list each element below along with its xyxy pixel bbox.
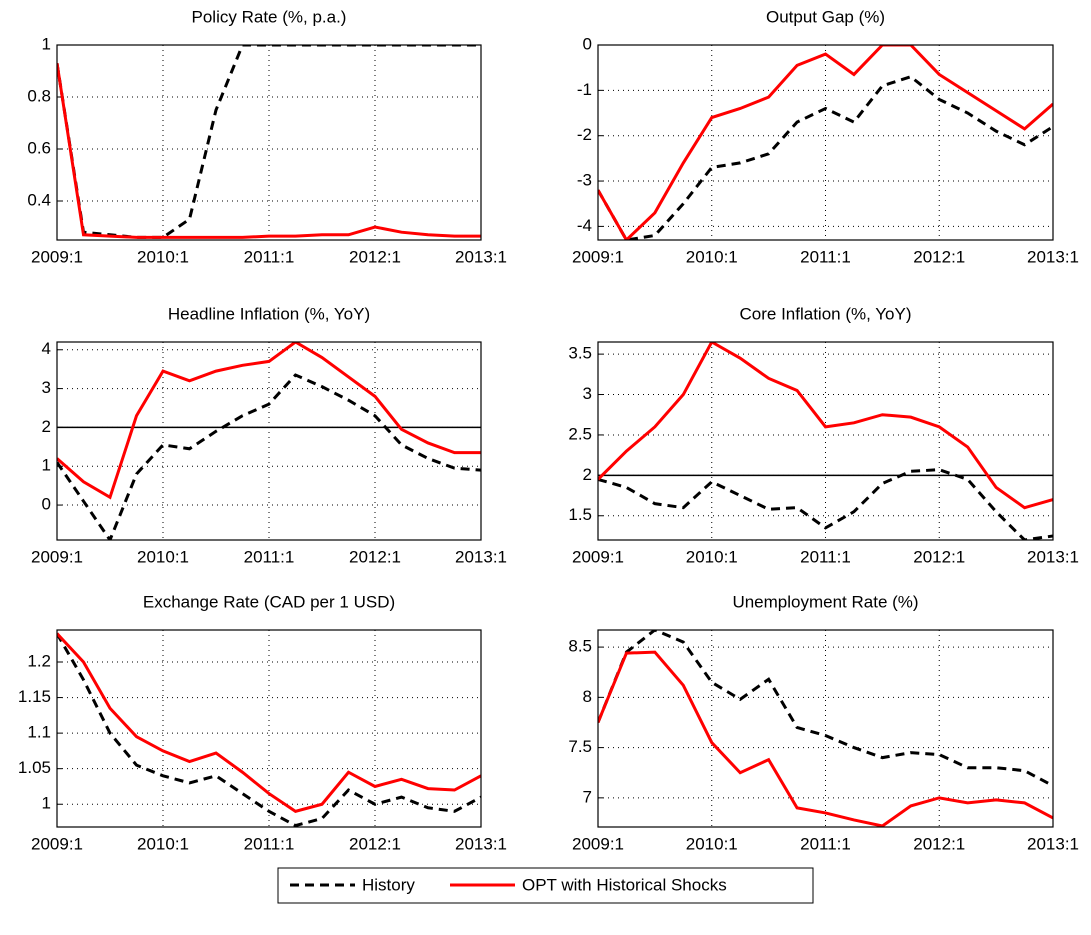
y-tick-label: 0 bbox=[583, 34, 592, 53]
series-line bbox=[598, 650, 1053, 827]
series-line bbox=[57, 342, 481, 500]
series-line bbox=[598, 468, 1053, 540]
plot-frame bbox=[597, 629, 1054, 828]
x-tick-label: 2010:1 bbox=[137, 834, 189, 853]
panel-title: Core Inflation (%, YoY) bbox=[740, 304, 912, 323]
x-tick-label: 2012:1 bbox=[349, 547, 401, 566]
x-tick-label: 2011:1 bbox=[244, 547, 295, 566]
plot-frame bbox=[597, 341, 1054, 541]
x-tick-label: 2013:1 bbox=[1027, 834, 1079, 853]
x-tick-label: 2011:1 bbox=[244, 834, 295, 853]
y-tick-label: 4 bbox=[42, 339, 51, 358]
y-tick-label: 8 bbox=[583, 687, 592, 706]
y-tick-label: 3 bbox=[42, 378, 51, 397]
y-tick-label: 0.8 bbox=[27, 86, 51, 105]
series-line bbox=[57, 632, 481, 813]
plot-frame bbox=[597, 44, 1054, 241]
x-tick-label: 2010:1 bbox=[686, 247, 738, 266]
plot-frame bbox=[56, 341, 482, 541]
x-tick-label: 2012:1 bbox=[349, 834, 401, 853]
x-tick-label: 2013:1 bbox=[1027, 247, 1079, 266]
x-tick-label: 2012:1 bbox=[913, 247, 965, 266]
x-tick-label: 2009:1 bbox=[572, 547, 624, 566]
y-tick-label: 1.2 bbox=[27, 651, 51, 670]
y-tick-label: 2 bbox=[583, 465, 592, 484]
panel-title: Unemployment Rate (%) bbox=[732, 592, 918, 611]
panel-title: Headline Inflation (%, YoY) bbox=[168, 304, 370, 323]
legend-label: OPT with Historical Shocks bbox=[522, 875, 727, 894]
panel: Unemployment Rate (%) 7 7.5 8 8.5 2009:1 2010:… bbox=[568, 592, 1079, 853]
x-tick-label: 2012:1 bbox=[913, 834, 965, 853]
series-line bbox=[598, 75, 1053, 240]
y-tick-label: 1.15 bbox=[18, 687, 51, 706]
panel: Exchange Rate (CAD per 1 USD) 1 1.05 1.1 1.1… bbox=[18, 592, 507, 853]
series-line bbox=[57, 373, 481, 540]
x-tick-label: 2009:1 bbox=[572, 247, 624, 266]
y-tick-label: 7.5 bbox=[568, 737, 592, 756]
y-tick-label: 1 bbox=[42, 456, 51, 475]
legend-box bbox=[277, 867, 814, 904]
x-tick-label: 2012:1 bbox=[913, 547, 965, 566]
x-tick-label: 2011:1 bbox=[244, 247, 295, 266]
x-tick-label: 2010:1 bbox=[686, 834, 738, 853]
series-line bbox=[57, 632, 481, 827]
series-line bbox=[598, 45, 1053, 240]
y-tick-label: -2 bbox=[577, 125, 592, 144]
panel-title: Policy Rate (%, p.a.) bbox=[192, 7, 347, 26]
y-tick-label: 2 bbox=[42, 417, 51, 436]
y-tick-label: -1 bbox=[577, 80, 592, 99]
panel: Output Gap (%) -4 -3 -2 -1 0 2009:1 2010:1 2011:… bbox=[572, 7, 1079, 266]
plot-frame bbox=[56, 629, 482, 828]
y-tick-label: 8.5 bbox=[568, 637, 592, 656]
x-tick-label: 2013:1 bbox=[455, 547, 507, 566]
x-tick-label: 2013:1 bbox=[455, 247, 507, 266]
y-tick-label: 7 bbox=[583, 787, 592, 806]
y-tick-label: 1 bbox=[42, 34, 51, 53]
y-tick-label: 1 bbox=[42, 794, 51, 813]
y-tick-label: 1.05 bbox=[18, 758, 51, 777]
x-tick-label: 2009:1 bbox=[31, 834, 83, 853]
y-tick-label: 0.4 bbox=[27, 190, 51, 209]
y-tick-label: -4 bbox=[577, 216, 592, 235]
x-tick-label: 2012:1 bbox=[349, 247, 401, 266]
y-tick-label: 0 bbox=[42, 495, 51, 514]
plot-frame bbox=[56, 44, 482, 241]
x-tick-label: 2010:1 bbox=[686, 547, 738, 566]
x-tick-label: 2010:1 bbox=[137, 547, 189, 566]
x-tick-label: 2011:1 bbox=[800, 247, 851, 266]
y-tick-label: 3.5 bbox=[568, 344, 592, 363]
x-tick-label: 2013:1 bbox=[455, 834, 507, 853]
x-tick-label: 2010:1 bbox=[137, 247, 189, 266]
panel: Policy Rate (%, p.a.) 0.4 0.6 0.8 1 2009:1 201… bbox=[27, 7, 507, 266]
legend-label: History bbox=[362, 875, 415, 894]
panel-title: Exchange Rate (CAD per 1 USD) bbox=[143, 592, 395, 611]
y-tick-label: 3 bbox=[583, 384, 592, 403]
y-tick-label: 1.1 bbox=[27, 723, 51, 742]
series-line bbox=[598, 630, 1053, 788]
y-tick-label: 1.5 bbox=[568, 505, 592, 524]
x-tick-label: 2009:1 bbox=[31, 247, 83, 266]
x-tick-label: 2011:1 bbox=[800, 834, 851, 853]
panel: Headline Inflation (%, YoY) 0 1 2 3 4 2009:1 20… bbox=[31, 304, 507, 566]
panel: Core Inflation (%, YoY) 1.5 2 2.5 3 3.5 2009:1… bbox=[568, 304, 1079, 566]
x-tick-label: 2011:1 bbox=[800, 547, 851, 566]
series-line bbox=[57, 62, 481, 239]
x-tick-label: 2009:1 bbox=[572, 834, 624, 853]
y-tick-label: 0.6 bbox=[27, 138, 51, 157]
x-tick-label: 2013:1 bbox=[1027, 547, 1079, 566]
y-tick-label: -3 bbox=[577, 171, 592, 190]
series-line bbox=[57, 45, 481, 239]
y-tick-label: 2.5 bbox=[568, 424, 592, 443]
legend: History OPT with Historical Shocks bbox=[277, 867, 814, 904]
series-line bbox=[598, 342, 1053, 510]
x-tick-label: 2009:1 bbox=[31, 547, 83, 566]
panel-title: Output Gap (%) bbox=[766, 7, 885, 26]
